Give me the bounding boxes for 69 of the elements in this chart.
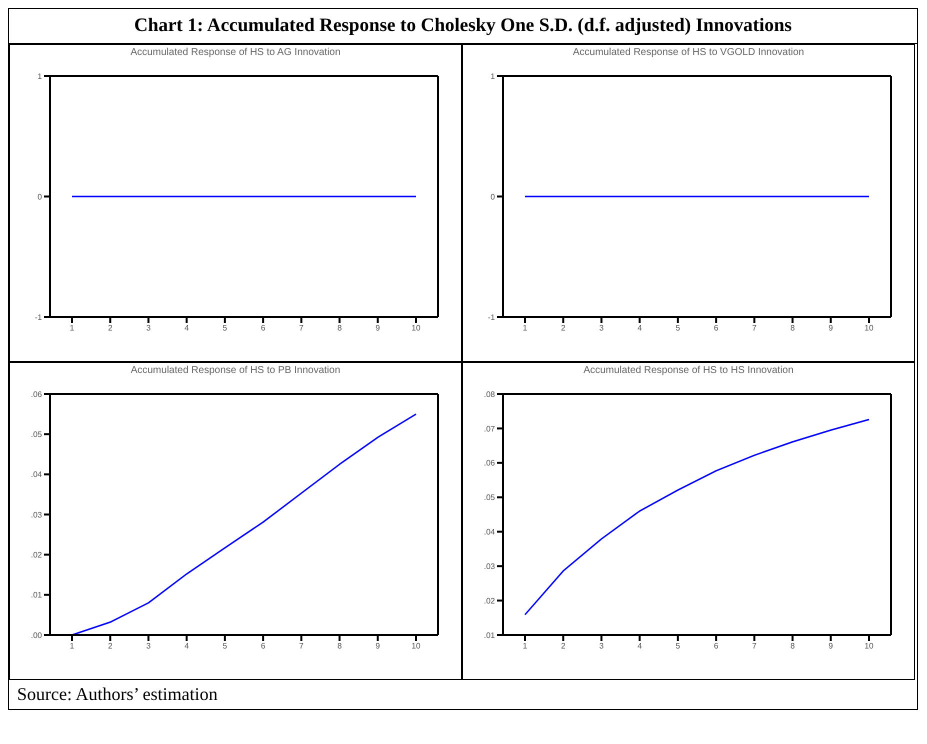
x-tick-label: 3 xyxy=(146,642,152,651)
x-tick-label: 4 xyxy=(184,324,190,333)
source-note: Source: Authors’ estimation xyxy=(16,683,219,706)
x-tick-label: 4 xyxy=(184,642,190,651)
x-tick-label: 8 xyxy=(337,642,342,651)
x-tick-label: 3 xyxy=(599,324,604,333)
x-tick-label: 7 xyxy=(299,642,304,651)
x-tick-label: 1 xyxy=(522,324,528,333)
x-tick-label: 4 xyxy=(637,324,642,333)
y-tick-label: -1 xyxy=(34,312,43,322)
x-tick-label: 10 xyxy=(412,642,421,651)
x-tick-label: 10 xyxy=(412,324,421,333)
text: Chart 1: Accumulated Response to Cholesky One S.D. (d.f. adjusted) Innovations xyxy=(9,9,917,44)
x-tick-label: 2 xyxy=(560,324,566,333)
x-tick-label: 5 xyxy=(222,642,228,651)
y-tick-label: 1 xyxy=(38,72,43,81)
x-tick-label: 5 xyxy=(222,324,228,333)
chart-title: Accumulated Response of HS to HS Innovation xyxy=(582,365,795,378)
chart-title: Accumulated Response of HS to PB Innovation xyxy=(130,365,342,378)
chart-title: Accumulated Response of HS to VGOLD Innovation xyxy=(572,47,806,60)
y-tick-label: -1 xyxy=(488,312,496,322)
x-tick-label: 10 xyxy=(864,324,874,333)
y-tick-label: .03 xyxy=(30,510,43,520)
x-tick-label: 2 xyxy=(560,642,566,651)
x-tick-label: 1 xyxy=(70,642,75,651)
y-tick-label: 0 xyxy=(38,192,43,202)
x-tick-label: 9 xyxy=(376,642,381,651)
x-tick-label: 5 xyxy=(676,642,681,651)
x-tick-label: 2 xyxy=(108,642,113,651)
y-tick-label: .05 xyxy=(484,493,496,502)
x-tick-label: 9 xyxy=(828,324,834,333)
x-tick-label: 7 xyxy=(752,324,758,333)
x-tick-label: 10 xyxy=(864,642,874,651)
y-tick-label: .01 xyxy=(484,630,496,640)
x-tick-label: 3 xyxy=(599,642,604,651)
y-tick-label: .04 xyxy=(30,470,43,480)
y-tick-label: 1 xyxy=(490,72,496,81)
x-tick-label: 6 xyxy=(714,324,719,333)
y-tick-label: .02 xyxy=(484,596,496,606)
line-series xyxy=(71,413,417,635)
chart-title: Accumulated Response of HS to AG Innovation xyxy=(129,47,342,60)
y-tick-label: .06 xyxy=(484,458,496,468)
x-tick-label: 7 xyxy=(299,324,304,333)
x-tick-label: 8 xyxy=(790,324,796,333)
x-tick-label: 6 xyxy=(260,642,266,651)
x-tick-label: 3 xyxy=(146,324,152,333)
x-tick-label: 6 xyxy=(260,324,266,333)
x-tick-label: 1 xyxy=(70,324,75,333)
y-tick-label: .02 xyxy=(30,550,43,560)
x-tick-label: 5 xyxy=(676,324,681,333)
y-tick-label: .04 xyxy=(484,528,496,537)
y-tick-label: .07 xyxy=(484,424,496,434)
y-tick-label: .00 xyxy=(30,630,43,640)
y-tick-label: .06 xyxy=(30,390,43,399)
x-tick-label: 9 xyxy=(376,324,381,333)
y-tick-label: .03 xyxy=(484,562,496,571)
x-tick-label: 7 xyxy=(752,642,758,651)
y-tick-label: .05 xyxy=(30,430,43,440)
y-tick-label: .01 xyxy=(30,590,43,600)
y-tick-label: .08 xyxy=(484,390,496,399)
x-tick-label: 4 xyxy=(637,642,642,651)
y-tick-label: 0 xyxy=(490,192,496,202)
line-series xyxy=(524,418,870,616)
x-tick-label: 8 xyxy=(790,642,796,651)
x-tick-label: 6 xyxy=(714,642,719,651)
x-tick-label: 1 xyxy=(522,642,528,651)
x-tick-label: 9 xyxy=(828,642,834,651)
x-tick-label: 2 xyxy=(108,324,113,333)
x-tick-label: 8 xyxy=(337,324,342,333)
